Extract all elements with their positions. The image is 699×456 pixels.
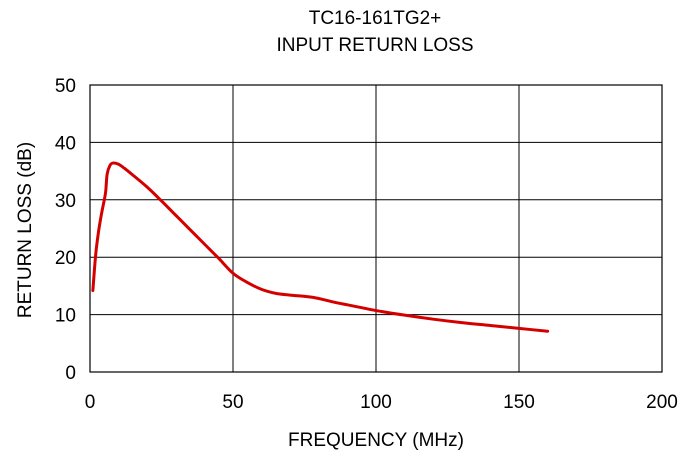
- y-tick-label: 10: [55, 306, 76, 327]
- series-line: [91, 161, 550, 333]
- y-tick-label: 0: [65, 363, 76, 384]
- tick-labels: 0 50 100 150 200 0 10 20 30 40 50: [55, 76, 678, 413]
- grid: [89, 84, 663, 373]
- y-tick-label: 30: [55, 191, 76, 212]
- x-tick-label: 100: [360, 392, 392, 413]
- y-tick-label: 20: [55, 248, 76, 269]
- y-axis-label: RETURN LOSS (dB): [15, 142, 36, 318]
- x-tick-label: 150: [503, 392, 535, 413]
- y-tick-label: 50: [55, 76, 76, 97]
- y-tick-label: 40: [55, 133, 76, 154]
- x-tick-label: 0: [85, 392, 96, 413]
- series-group: [91, 161, 550, 333]
- plot-frame: [89, 84, 663, 373]
- chart-title: TC16-161TG2+: [309, 8, 442, 29]
- x-tick-label: 50: [222, 392, 243, 413]
- x-tick-label: 200: [646, 392, 678, 413]
- chart-subtitle: INPUT RETURN LOSS: [276, 35, 473, 56]
- x-axis-label: FREQUENCY (MHz): [288, 430, 464, 451]
